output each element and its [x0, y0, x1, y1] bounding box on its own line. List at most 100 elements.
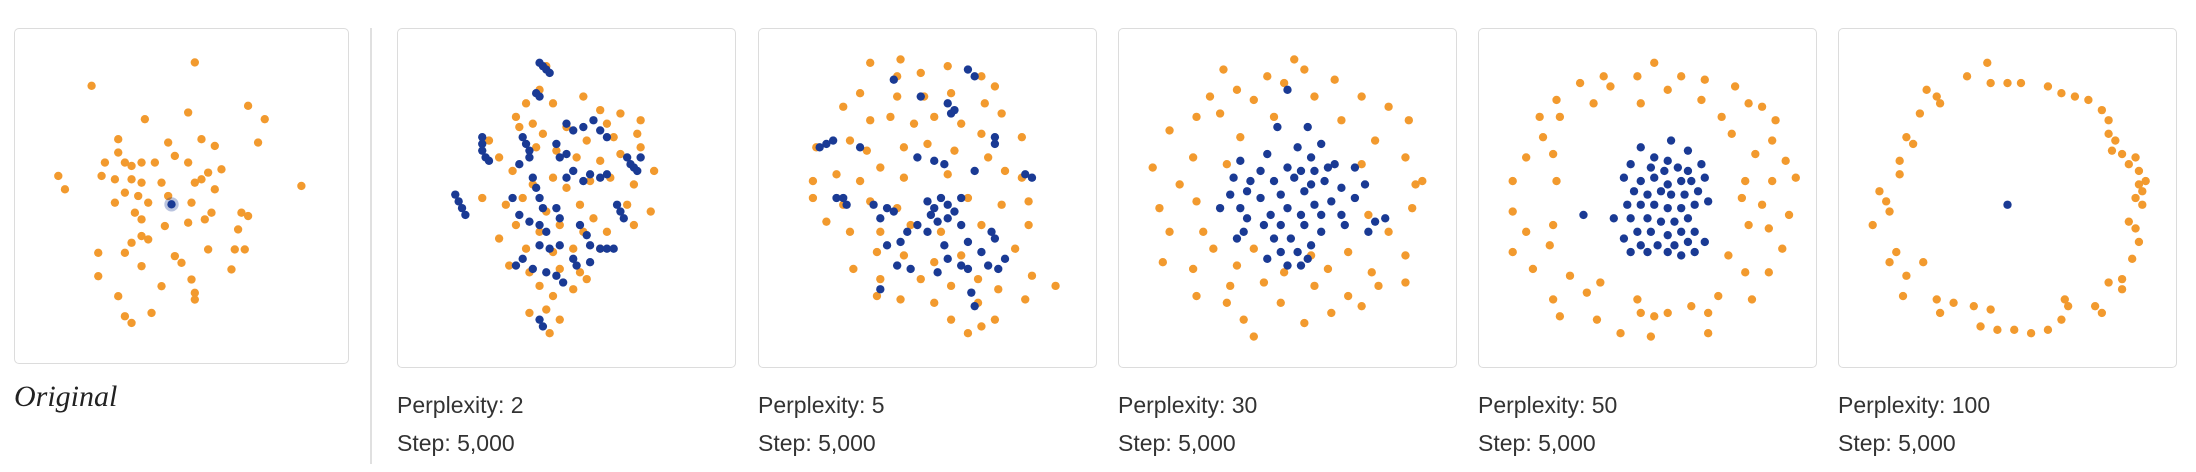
- scatter-point-blue: [508, 193, 517, 203]
- scatter-point-orange: [1724, 251, 1733, 260]
- scatter-point-blue: [582, 231, 591, 240]
- scatter-point-blue: [1306, 153, 1316, 162]
- scatter-point-blue: [633, 166, 642, 176]
- scatter-point-orange: [233, 225, 243, 234]
- scatter-point-orange: [2003, 78, 2012, 88]
- scatter-point-blue: [957, 220, 966, 230]
- result-plot-perplexity-50[interactable]: [1478, 28, 1817, 368]
- scatter-point-blue: [1663, 247, 1672, 257]
- scatter-point-orange: [977, 322, 986, 331]
- perplexity-label: Perplexity: 5: [758, 392, 885, 418]
- scatter-point-orange: [1165, 126, 1174, 135]
- scatter-point-blue: [882, 241, 892, 250]
- scatter-point-orange: [946, 315, 956, 324]
- scatter-point-blue: [977, 247, 986, 257]
- scatter-point-orange: [100, 158, 110, 167]
- scatter-point-orange: [1646, 332, 1656, 341]
- scatter-point-orange: [2134, 237, 2144, 247]
- scatter-point-orange: [1741, 176, 1750, 186]
- scatter-point-blue: [579, 176, 588, 186]
- scatter-point-orange: [260, 115, 269, 124]
- scatter-point-blue: [596, 244, 605, 253]
- scatter-point-blue: [1283, 85, 1292, 95]
- result-plot-perplexity-100[interactable]: [1838, 28, 2177, 368]
- scatter-point-orange: [164, 191, 173, 201]
- scatter-point-orange: [636, 116, 645, 125]
- scatter-point-orange: [957, 251, 966, 260]
- scatter-point-orange: [1714, 291, 1723, 301]
- scatter-point-orange: [1915, 109, 1925, 118]
- scatter-point-orange: [1279, 78, 1289, 88]
- scatter-point-blue: [1683, 237, 1693, 247]
- perplexity-label: Perplexity: 50: [1478, 392, 1618, 418]
- scatter-point-orange: [1418, 176, 1427, 186]
- scatter-point-orange: [1192, 112, 1201, 122]
- scatter-point-blue: [1656, 217, 1666, 226]
- scatter-point-blue: [1229, 173, 1238, 182]
- result-scatter-perplexity-2: [451, 58, 659, 338]
- scatter-point-blue: [2003, 200, 2012, 209]
- scatter-point-orange: [2141, 176, 2150, 186]
- scatter-point-orange: [876, 163, 885, 172]
- scatter-point-orange: [1552, 95, 1561, 105]
- scatter-point-blue: [903, 227, 912, 236]
- scatter-point-orange: [170, 251, 180, 261]
- scatter-point-orange: [943, 62, 952, 71]
- scatter-point-orange: [1027, 271, 1037, 280]
- scatter-point-blue: [943, 200, 952, 209]
- scatter-point-blue: [478, 139, 487, 149]
- scatter-point-orange: [110, 198, 120, 207]
- scatter-point-blue: [1256, 166, 1265, 176]
- scatter-point-orange: [548, 173, 558, 182]
- scatter-point-blue: [1663, 156, 1672, 165]
- scatter-point-orange: [1364, 210, 1373, 220]
- scatter-point-orange: [1408, 203, 1417, 213]
- scatter-point-orange: [1875, 187, 1884, 196]
- scatter-point-orange: [909, 119, 919, 128]
- scatter-point-orange: [572, 153, 581, 162]
- scatter-point-orange: [855, 176, 865, 186]
- scatter-point-orange: [899, 173, 909, 182]
- scatter-point-orange: [930, 112, 939, 122]
- scatter-point-orange: [2134, 166, 2144, 176]
- scatter-point-blue: [1263, 254, 1272, 264]
- scatter-point-blue: [940, 241, 949, 250]
- scatter-point-blue: [1226, 190, 1235, 199]
- scatter-point-blue: [1683, 214, 1693, 223]
- result-plot-perplexity-2[interactable]: [397, 28, 736, 368]
- scatter-point-blue: [1690, 227, 1699, 236]
- scatter-point-orange: [2138, 187, 2147, 196]
- scatter-point-blue: [1653, 241, 1662, 250]
- scatter-point-orange: [1895, 170, 1904, 179]
- scatter-point-blue: [1027, 173, 1037, 182]
- scatter-point-orange: [1158, 258, 1167, 267]
- scatter-point-orange: [114, 148, 123, 157]
- scatter-point-blue: [609, 244, 618, 253]
- scatter-point-blue: [478, 132, 487, 142]
- scatter-point-blue: [1276, 190, 1285, 199]
- scatter-point-orange: [548, 291, 558, 301]
- step-label: Step: 5,000: [758, 430, 876, 456]
- result-plot-perplexity-30[interactable]: [1118, 28, 1457, 368]
- scatter-point-blue: [855, 143, 865, 152]
- scatter-point-orange: [2131, 224, 2140, 233]
- scatter-point-blue: [1296, 261, 1306, 270]
- scatter-point-orange: [1993, 325, 2002, 334]
- scatter-point-orange: [190, 58, 199, 67]
- scatter-point-orange: [1249, 332, 1258, 341]
- scatter-point-blue: [1246, 176, 1255, 186]
- scatter-point-orange: [2057, 315, 2066, 324]
- step-label: Step: 5,000: [1838, 430, 1956, 456]
- scatter-point-orange: [1895, 156, 1904, 165]
- scatter-point-blue: [562, 119, 571, 128]
- scatter-point-orange: [872, 291, 882, 301]
- scatter-point-orange: [622, 200, 632, 209]
- scatter-point-blue: [876, 285, 885, 294]
- scatter-point-orange: [1650, 58, 1659, 67]
- result-plot-perplexity-5[interactable]: [758, 28, 1097, 368]
- scatter-point-orange: [137, 158, 146, 167]
- scatter-point-blue: [596, 126, 605, 135]
- scatter-point-orange: [963, 193, 973, 203]
- scatter-point-orange: [1337, 116, 1346, 125]
- scatter-point-blue: [562, 149, 571, 159]
